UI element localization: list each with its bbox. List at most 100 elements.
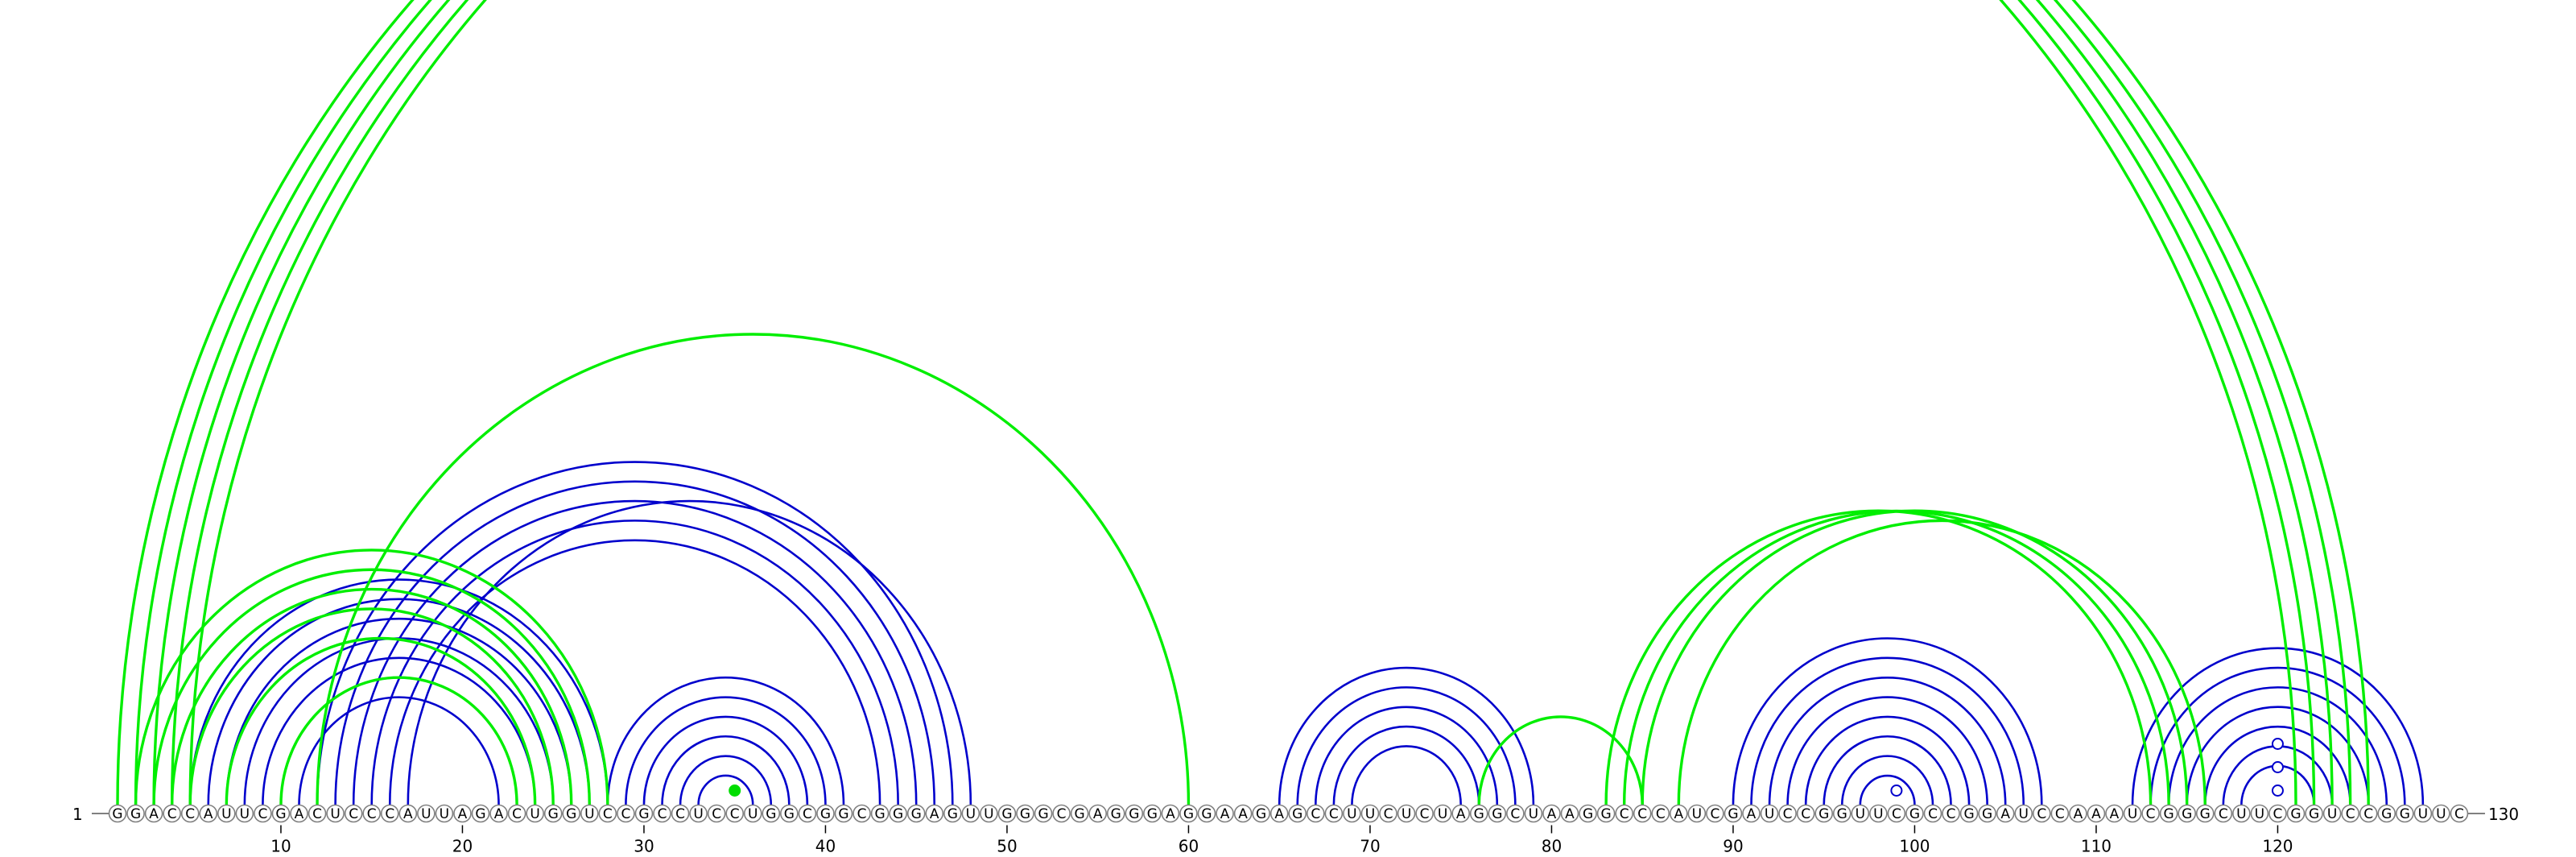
nucleotide-circle (653, 804, 671, 823)
nucleotide: U (2322, 804, 2342, 823)
nucleotide-circle (1197, 804, 1216, 823)
nucleotide-letter: U (221, 806, 231, 822)
nucleotide: A (925, 804, 944, 823)
nucleotide-circle (271, 804, 291, 823)
nucleotide: G (889, 804, 907, 823)
nucleotide: G (634, 804, 654, 823)
nucleotide: G (816, 804, 835, 823)
nucleotide-circle (1125, 804, 1144, 823)
nucleotide-letter: C (1928, 806, 1938, 822)
nucleotide: G (1125, 804, 1144, 823)
nucleotide-letter: C (1783, 806, 1793, 822)
nucleotide: G (1288, 804, 1307, 823)
nucleotide: A (1088, 804, 1107, 823)
nucleotide-letter: C (167, 806, 177, 822)
nucleotide-circle (1978, 804, 1996, 823)
nucleotide-circle (2450, 804, 2469, 823)
nucleotide-letter: U (1365, 806, 1375, 822)
nucleotide: G (870, 804, 890, 823)
nucleotide-letter: U (2128, 806, 2137, 822)
base-pair-arc-blue (262, 656, 536, 805)
nucleotide-letter: C (1656, 806, 1666, 822)
nucleotide-letter: G (130, 806, 141, 822)
nucleotide: A (1542, 804, 1561, 823)
nucleotide-circle (743, 804, 762, 823)
nucleotide: G (762, 804, 781, 823)
nucleotide: U (2413, 804, 2433, 823)
base-pair-arc-green (170, 587, 573, 805)
nucleotide-circle (961, 804, 980, 823)
nucleotide-circle (1379, 804, 1397, 823)
nucleotide: C (1052, 804, 1071, 823)
position-tick-label: 30 (634, 837, 654, 856)
nucleotide-circle (180, 804, 200, 823)
nucleotide: C (598, 804, 617, 823)
interaction-marker (2271, 761, 2284, 773)
nucleotide-circle (634, 804, 654, 823)
nucleotide-circle (1524, 804, 1543, 823)
base-pair-arc-blue (1315, 706, 1499, 805)
nucleotide: A (1233, 804, 1253, 823)
position-tick-label: 40 (815, 837, 836, 856)
nucleotide: C (1887, 804, 1906, 823)
base-pair-arc-blue (1768, 676, 2007, 805)
nucleotide-letter: C (1801, 806, 1810, 822)
nucleotide-circle (1996, 804, 2015, 823)
nucleotide: G (2195, 804, 2215, 823)
nucleotide-letter: C (621, 806, 630, 822)
nucleotide: U (1869, 804, 1888, 823)
nucleotide: U (743, 804, 762, 823)
nucleotide: U (435, 804, 454, 823)
base-pair-arc-green (188, 607, 555, 805)
nucleotide-circle (780, 804, 799, 823)
nucleotide-letter: A (1274, 806, 1284, 822)
nucleotide-letter: U (2236, 806, 2246, 822)
nucleotide-letter: G (1075, 806, 1085, 822)
nucleotide-letter: A (1166, 806, 1175, 822)
nucleotide: U (2432, 804, 2450, 823)
nucleotide: G (780, 804, 799, 823)
nucleotide-circle (217, 804, 236, 823)
nucleotide-letter: U (2327, 806, 2337, 822)
nucleotide-letter: G (1583, 806, 1593, 822)
nucleotide-letter: C (2037, 806, 2046, 822)
nucleotide-circle (326, 804, 345, 823)
nucleotide-letter: A (2074, 806, 2083, 822)
base-pair-arc-blue (1296, 686, 1517, 805)
nucleotide-letter: A (1674, 806, 1683, 822)
nucleotide-letter: A (1747, 806, 1757, 822)
base-pair-arc-green (279, 676, 518, 805)
nucleotide-letter: U (2019, 806, 2029, 822)
nucleotide-letter: G (638, 806, 649, 822)
nucleotide-circle (2341, 804, 2359, 823)
base-pair-arc-green (1641, 509, 2189, 805)
nucleotide: C (2141, 804, 2160, 823)
base-pair-arc-blue (625, 696, 827, 805)
nucleotide: U (1360, 804, 1380, 823)
nucleotide: G (543, 804, 563, 823)
nucleotide: G (1034, 804, 1053, 823)
nucleotide-letter: U (1856, 806, 1865, 822)
nucleotide-circle (1179, 804, 1198, 823)
nucleotide: G (1197, 804, 1216, 823)
nucleotide-circle (2069, 804, 2087, 823)
nucleotide: G (1959, 804, 1979, 823)
nucleotide-circle (2432, 804, 2450, 823)
nucleotide-letter: G (766, 806, 776, 822)
nucleotide-circle (1252, 804, 1270, 823)
base-pair-arc-blue (1732, 637, 2043, 805)
nucleotide-letter: G (2182, 806, 2192, 822)
position-tick-label: 60 (1179, 837, 1199, 856)
nucleotide-circle (1469, 804, 1488, 823)
nucleotide-circle (1633, 804, 1652, 823)
base-pair-arc-blue (642, 715, 809, 805)
nucleotide: U (980, 804, 998, 823)
nucleotide: C (1706, 804, 1724, 823)
nucleotide-circle (1488, 804, 1507, 823)
base-pair-arc-blue (661, 735, 791, 805)
base-pair-arc-blue (1804, 715, 1971, 805)
nucleotide: G (1978, 804, 1996, 823)
nucleotide: U (1343, 804, 1361, 823)
nucleotide-circle (1905, 804, 1924, 823)
nucleotide: C (2268, 804, 2287, 823)
